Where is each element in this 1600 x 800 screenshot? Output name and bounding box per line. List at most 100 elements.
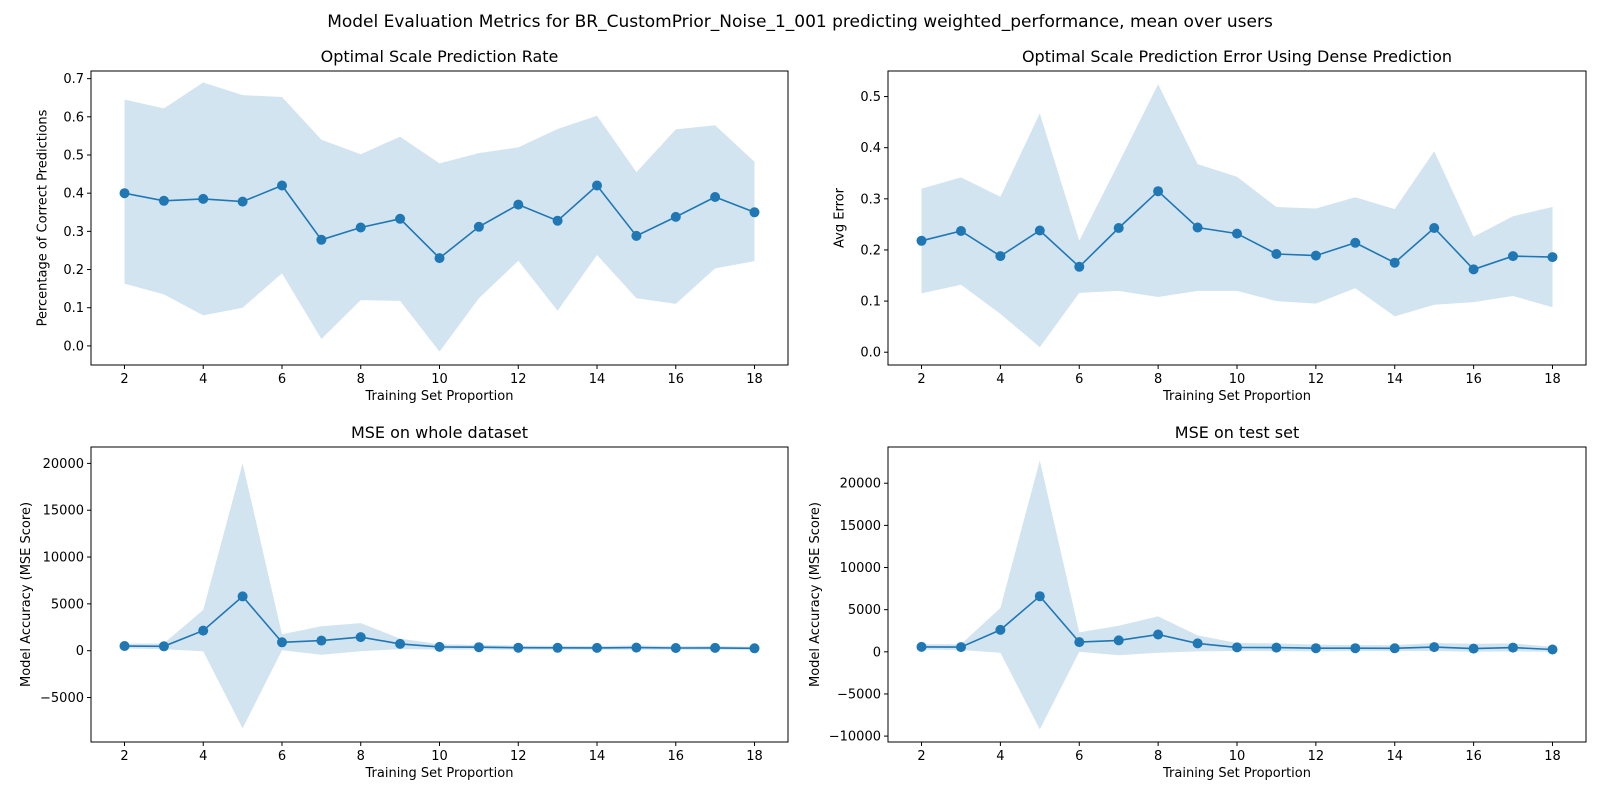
data-point: [916, 641, 927, 652]
y-tick-label: 0.2: [860, 243, 881, 258]
x-tick-label: 12: [1308, 749, 1325, 764]
data-point: [473, 642, 484, 653]
data-point: [1034, 225, 1045, 236]
x-tick-label: 8: [1154, 372, 1162, 387]
y-tick-label: 0.7: [63, 72, 84, 87]
x-tick-label: 10: [431, 749, 448, 764]
x-tick-label: 18: [1544, 749, 1561, 764]
x-tick-label: 12: [510, 749, 527, 764]
y-tick-label: 0.0: [63, 339, 84, 354]
x-tick-label: 8: [357, 372, 365, 387]
y-axis-label: Model Accuracy (MSE Score): [808, 502, 823, 687]
y-tick-label: 20000: [43, 457, 84, 472]
axes-frame: [887, 446, 1587, 743]
data-point: [513, 642, 524, 653]
data-point: [316, 234, 327, 245]
x-axis-label: Training Set Proportion: [365, 766, 514, 781]
data-point: [277, 180, 287, 191]
confidence-band: [124, 463, 755, 729]
y-tick-label: 20000: [840, 477, 881, 492]
data-point: [1113, 223, 1124, 233]
data-point: [316, 635, 327, 646]
y-tick-label: 5000: [51, 597, 84, 612]
y-axis-label: Percentage of Correct Predictions: [35, 109, 50, 326]
x-tick-label: 2: [120, 749, 128, 764]
y-tick-label: 0.1: [860, 295, 881, 310]
data-point: [158, 195, 169, 206]
data-point: [237, 591, 248, 602]
subplot-title: Optimal Scale Prediction Error Using Den…: [1022, 47, 1452, 66]
confidence-band: [921, 460, 1553, 730]
x-tick-label: 4: [199, 372, 207, 387]
data-point: [592, 180, 602, 191]
x-tick-label: 14: [589, 749, 606, 764]
data-point: [1468, 643, 1479, 654]
x-tick-label: 6: [278, 749, 286, 764]
data-point: [1429, 642, 1440, 653]
data-point: [670, 643, 681, 653]
x-tick-label: 18: [746, 372, 763, 387]
data-point: [631, 642, 642, 653]
data-point: [355, 222, 366, 233]
data-point: [119, 188, 130, 199]
data-point: [1232, 228, 1242, 239]
data-point: [592, 642, 602, 653]
data-point: [956, 226, 966, 236]
x-tick-label: 10: [1229, 749, 1246, 764]
data-point: [710, 642, 721, 653]
data-point: [956, 642, 966, 653]
y-tick-label: −5000: [40, 691, 84, 706]
x-tick-label: 4: [996, 749, 1004, 764]
data-point: [670, 211, 681, 222]
data-point: [1547, 252, 1558, 263]
x-axis-label: Training Set Proportion: [1162, 766, 1311, 781]
x-axis-label: Training Set Proportion: [365, 389, 514, 404]
x-tick-label: 14: [1386, 372, 1403, 387]
data-point: [1074, 261, 1085, 272]
data-point: [1310, 250, 1321, 261]
y-tick-label: 0: [873, 645, 881, 660]
y-tick-label: 0.2: [63, 263, 84, 278]
subplot-title: MSE on whole dataset: [351, 423, 528, 442]
data-point: [916, 235, 927, 246]
y-tick-label: 15000: [43, 504, 84, 519]
data-point: [1547, 644, 1558, 655]
y-tick-label: −10000: [829, 730, 881, 745]
y-tick-label: 0.3: [860, 192, 881, 207]
y-tick-label: 0.4: [860, 141, 881, 156]
subplot-title: Optimal Scale Prediction Rate: [321, 47, 559, 66]
subplot-title: MSE on test set: [1175, 423, 1299, 442]
x-tick-label: 16: [1465, 372, 1482, 387]
y-tick-label: 0.5: [63, 149, 84, 164]
y-tick-label: 0: [76, 644, 84, 659]
x-tick-label: 4: [996, 372, 1004, 387]
data-point: [434, 253, 445, 264]
y-tick-label: 15000: [840, 519, 881, 534]
data-point: [1429, 223, 1440, 233]
y-tick-label: 10000: [43, 551, 84, 566]
data-point: [995, 251, 1006, 262]
data-point: [631, 230, 642, 241]
data-point: [513, 199, 524, 210]
x-tick-label: 16: [667, 749, 684, 764]
data-point: [1153, 186, 1164, 197]
y-tick-label: 10000: [840, 561, 881, 576]
y-tick-label: 0.5: [860, 90, 881, 105]
data-point: [158, 641, 169, 652]
x-tick-label: 2: [917, 749, 925, 764]
data-point: [749, 643, 760, 654]
data-point: [1153, 629, 1164, 640]
data-point: [1192, 222, 1203, 233]
x-tick-label: 14: [1386, 749, 1403, 764]
data-point: [198, 193, 209, 204]
data-point: [277, 637, 287, 648]
data-point: [1468, 264, 1479, 275]
x-tick-label: 8: [1154, 749, 1162, 764]
data-point: [1508, 251, 1518, 262]
y-tick-label: 0.0: [860, 346, 881, 361]
x-tick-label: 16: [667, 372, 684, 387]
y-tick-label: 5000: [848, 603, 881, 618]
